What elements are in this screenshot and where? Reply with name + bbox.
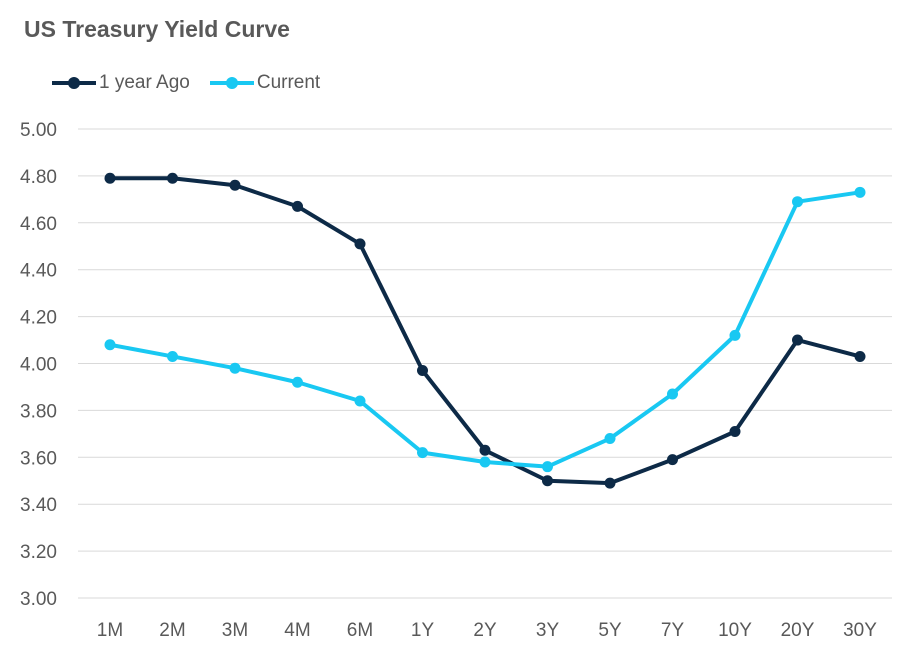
series-line-current: [108, 190, 862, 469]
data-point-current: [604, 433, 616, 445]
data-point-1-year-ago: [604, 477, 616, 489]
x-tick-label: 10Y: [718, 620, 752, 641]
data-point-current: [292, 376, 303, 388]
x-tick-label: 3M: [222, 620, 248, 641]
x-tick-label: 30Y: [843, 620, 877, 641]
data-point-current: [167, 350, 178, 362]
y-tick-label: 4.60: [20, 214, 57, 235]
data-point-1-year-ago: [292, 200, 303, 212]
data-point-current: [792, 196, 803, 208]
chart-title: US Treasury Yield Curve: [24, 16, 290, 42]
series-line-1-year-ago: [108, 176, 862, 486]
data-point-current: [104, 339, 116, 351]
y-tick-label: 4.00: [20, 355, 57, 376]
y-tick-label: 4.20: [20, 308, 57, 329]
y-tick-label: 3.80: [20, 401, 57, 422]
x-tick-label: 4M: [284, 620, 310, 641]
legend-item-1-year-ago: 1 year Ago: [52, 72, 190, 94]
x-tick-label: 6M: [347, 620, 373, 641]
legend-swatch-1-year-ago: [52, 77, 96, 89]
y-tick-label: 3.00: [20, 589, 57, 610]
data-point-current: [854, 186, 866, 198]
data-point-1-year-ago: [792, 334, 803, 346]
data-point-1-year-ago: [479, 444, 491, 456]
data-point-current: [417, 447, 428, 459]
x-tick-label: 5Y: [598, 620, 622, 641]
data-point-1-year-ago: [354, 238, 366, 250]
x-tick-label: 2M: [159, 620, 185, 641]
legend-label-current: Current: [256, 72, 321, 93]
legend-swatch-current: [209, 77, 254, 89]
x-tick-label: 1Y: [411, 620, 435, 641]
y-tick-label: 5.00: [20, 120, 57, 141]
data-point-1-year-ago: [729, 426, 741, 438]
y-tick-label: 4.80: [20, 167, 57, 188]
data-point-current: [667, 388, 678, 400]
y-tick-label: 4.40: [20, 261, 57, 282]
data-point-1-year-ago: [854, 350, 866, 362]
data-point-1-year-ago: [167, 172, 178, 184]
data-point-current: [479, 456, 491, 468]
data-point-current: [729, 329, 741, 341]
data-point-1-year-ago: [229, 179, 241, 191]
x-tick-label: 3Y: [536, 620, 560, 641]
data-point-1-year-ago: [417, 365, 428, 377]
y-tick-label: 3.20: [20, 542, 57, 563]
data-point-current: [354, 395, 366, 407]
data-point-current: [229, 362, 241, 374]
x-tick-label: 1M: [97, 620, 123, 641]
data-point-1-year-ago: [667, 454, 678, 466]
y-tick-label: 3.60: [20, 448, 57, 469]
y-tick-label: 3.40: [20, 495, 57, 516]
chart-legend: 1 year Ago Current: [52, 72, 340, 94]
data-point-current: [542, 461, 553, 473]
legend-label-1-year-ago: 1 year Ago: [99, 72, 190, 93]
x-tick-label: 20Y: [781, 620, 815, 641]
data-point-1-year-ago: [542, 475, 553, 487]
data-point-1-year-ago: [104, 172, 116, 184]
x-tick-label: 2Y: [473, 620, 497, 641]
x-tick-label: 7Y: [661, 620, 685, 641]
legend-item-current: Current: [209, 72, 321, 94]
